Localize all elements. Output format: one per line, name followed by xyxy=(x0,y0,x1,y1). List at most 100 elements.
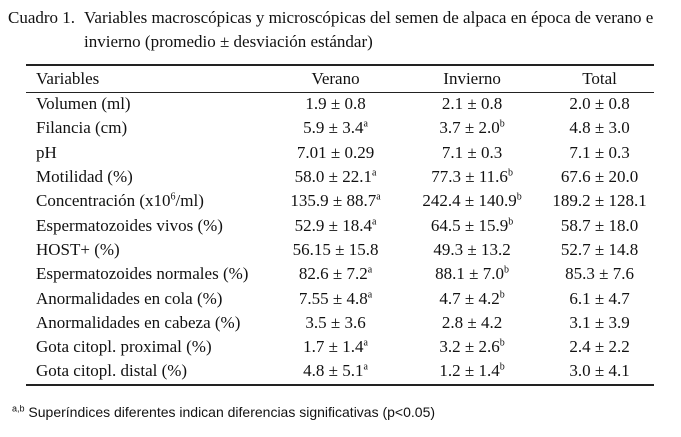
cell-verano: 7.01 ± 0.29 xyxy=(272,141,399,165)
table-header-rule xyxy=(26,92,654,93)
cell-total-total: 6.1 ± 4.7 xyxy=(569,288,630,308)
caption-text: Variables macroscópicas y microscópicas … xyxy=(84,8,654,51)
cell-verano-verano: 1.7 ± 1.4 xyxy=(303,337,364,357)
cell-total: 2.0 ± 0.8 xyxy=(545,92,654,116)
table-row: Gota citopl. distal (%) 4.8 ± 5.1a 1.2 ± 1… xyxy=(26,359,654,383)
cell-verano: 82.6 ± 7.2a xyxy=(272,262,399,286)
cell-verano-verano: 135.9 ± 88.7 xyxy=(290,191,377,211)
cell-invierno: 7.1 ± 0.3 xyxy=(399,141,545,165)
cell-verano-verano: 82.6 ± 7.2 xyxy=(298,264,368,284)
cell-invierno: 1.2 ± 1.4b xyxy=(399,359,545,383)
cell-verano-verano: 56.15 ± 15.8 xyxy=(292,239,379,259)
cell-total-total: 3.1 ± 3.9 xyxy=(569,312,630,332)
cell-variable: Motilidad (%) xyxy=(26,165,272,189)
cell-variable-variable-tail: /ml) xyxy=(175,191,204,211)
cell-total-total: 2.0 ± 0.8 xyxy=(569,94,630,114)
cell-verano-verano-sup: a xyxy=(363,337,368,349)
data-table: Variables Verano Invierno Total Volumen … xyxy=(26,66,654,384)
cell-variable: Concentración (x106/ml) xyxy=(26,189,272,213)
cell-variable: Volumen (ml) xyxy=(26,92,272,116)
cell-total-total: 7.1 ± 0.3 xyxy=(569,142,630,162)
caption-number: Cuadro 1. xyxy=(8,8,76,27)
table-row: Filancia (cm) 5.9 ± 3.4a 3.7 ± 2.0b 4.8 ± 3… xyxy=(26,116,654,140)
cell-variable: pH xyxy=(26,141,272,165)
cell-invierno-invierno: 242.4 ± 140.9 xyxy=(422,191,517,211)
cell-total: 189.2 ± 128.1 xyxy=(545,189,654,213)
cell-total-total: 4.8 ± 3.0 xyxy=(569,118,630,138)
cell-invierno-invierno: 3.7 ± 2.0 xyxy=(439,118,500,138)
cell-total-total: 2.4 ± 2.2 xyxy=(569,337,630,357)
cell-invierno: 3.7 ± 2.0b xyxy=(399,116,545,140)
table-row: pH 7.01 ± 0.29 7.1 ± 0.3 7.1 ± 0.3 xyxy=(26,141,654,165)
table-row: HOST+ (%) 56.15 ± 15.8 49.3 ± 13.2 52.7 ± 1… xyxy=(26,238,654,262)
cell-verano-verano-sup: a xyxy=(371,215,377,227)
cell-invierno-invierno-sup: b xyxy=(507,167,513,179)
cell-variable-variable: HOST+ (%) xyxy=(36,239,120,259)
cell-total-total: 3.0 ± 4.1 xyxy=(569,361,630,381)
cell-verano-verano: 1.9 ± 0.8 xyxy=(305,94,366,114)
cell-invierno-invierno-sup: b xyxy=(499,288,505,300)
cell-variable-variable: Motilidad (%) xyxy=(36,167,133,187)
cell-invierno-invierno: 77.3 ± 11.6 xyxy=(431,167,508,187)
cell-variable-variable: pH xyxy=(36,142,57,162)
cell-total: 52.7 ± 14.8 xyxy=(545,238,654,262)
cell-variable-variable: Concentración (x10 xyxy=(36,191,171,211)
cell-variable-variable: Espermatozoides vivos (%) xyxy=(36,215,223,235)
cell-verano-verano: 7.01 ± 0.29 xyxy=(296,142,375,162)
cell-invierno-invierno: 2.1 ± 0.8 xyxy=(441,94,503,114)
cell-invierno: 2.8 ± 4.2 xyxy=(399,311,545,335)
cell-variable: Gota citopl. distal (%) xyxy=(26,359,272,383)
cell-total: 67.6 ± 20.0 xyxy=(545,165,654,189)
cell-invierno-invierno-sup: b xyxy=(499,118,505,130)
cell-total: 3.0 ± 4.1 xyxy=(545,359,654,383)
cell-variable-variable: Filancia (cm) xyxy=(36,118,128,138)
table-row: Anormalidades en cabeza (%) 3.5 ± 3.6 2.8 … xyxy=(26,311,654,335)
cell-total: 2.4 ± 2.2 xyxy=(545,335,654,359)
cell-total: 58.7 ± 18.0 xyxy=(545,213,654,237)
cell-verano: 1.7 ± 1.4a xyxy=(272,335,399,359)
cell-invierno-invierno-sup: b xyxy=(508,215,514,227)
footnote-marks: a,b xyxy=(12,403,25,414)
cell-invierno-invierno: 3.2 ± 2.6 xyxy=(439,337,500,357)
cell-verano-verano: 3.5 ± 3.6 xyxy=(305,312,366,332)
cell-total-total: 52.7 ± 14.8 xyxy=(560,239,639,259)
cell-verano-verano: 52.9 ± 18.4 xyxy=(294,215,372,235)
cell-total: 3.1 ± 3.9 xyxy=(545,311,654,335)
table-row: Volumen (ml) 1.9 ± 0.8 2.1 ± 0.8 2.0 ± 0.8 xyxy=(26,92,654,116)
header-total: Total xyxy=(582,69,617,88)
cell-invierno-invierno-sup: b xyxy=(516,191,522,203)
cell-verano-verano: 5.9 ± 3.4 xyxy=(303,118,364,138)
cell-verano: 4.8 ± 5.1a xyxy=(272,359,399,383)
cell-invierno: 3.2 ± 2.6b xyxy=(399,335,545,359)
cell-verano: 56.15 ± 15.8 xyxy=(272,238,399,262)
cell-verano: 1.9 ± 0.8 xyxy=(272,92,399,116)
cell-invierno-invierno: 4.7 ± 4.2 xyxy=(439,288,500,308)
cell-variable-variable: Gota citopl. distal (%) xyxy=(36,361,188,381)
cell-variable: HOST+ (%) xyxy=(26,238,272,262)
cell-invierno-invierno: 2.8 ± 4.2 xyxy=(441,312,503,332)
table-top-rule xyxy=(26,64,654,66)
cell-variable: Anormalidades en cabeza (%) xyxy=(26,311,272,335)
cell-verano-verano-sup: a xyxy=(367,264,373,276)
footnote-text: Superíndices diferentes indican diferenc… xyxy=(24,404,436,420)
cell-invierno: 77.3 ± 11.6b xyxy=(399,165,545,189)
cell-verano: 135.9 ± 88.7a xyxy=(272,189,399,213)
table-footnote: a,b Superíndices diferentes indican dife… xyxy=(12,404,435,420)
cell-verano: 52.9 ± 18.4a xyxy=(272,213,399,237)
table-row: Anormalidades en cola (%) 7.55 ± 4.8a 4.7 … xyxy=(26,286,654,310)
cell-invierno-invierno-sup: b xyxy=(499,361,505,373)
cell-variable: Espermatozoides normales (%) xyxy=(26,262,272,286)
cell-invierno-invierno: 7.1 ± 0.3 xyxy=(441,142,503,162)
cell-invierno-invierno: 1.2 ± 1.4 xyxy=(439,361,500,381)
cell-verano-verano-sup: a xyxy=(363,361,368,373)
cell-invierno-invierno: 64.5 ± 15.9 xyxy=(430,215,509,235)
header-verano: Verano xyxy=(311,69,360,88)
cell-verano-verano: 58.0 ± 22.1 xyxy=(294,167,372,187)
cell-total-total: 189.2 ± 128.1 xyxy=(552,191,647,211)
cell-variable: Espermatozoides vivos (%) xyxy=(26,213,272,237)
cell-invierno: 88.1 ± 7.0b xyxy=(399,262,545,286)
table-row: Motilidad (%) 58.0 ± 22.1a 77.3 ± 11.6b 67.… xyxy=(26,165,654,189)
header-variables: Variables xyxy=(36,69,100,88)
cell-variable-variable: Espermatozoides normales (%) xyxy=(36,264,249,284)
cell-verano-verano-sup: a xyxy=(363,118,368,130)
